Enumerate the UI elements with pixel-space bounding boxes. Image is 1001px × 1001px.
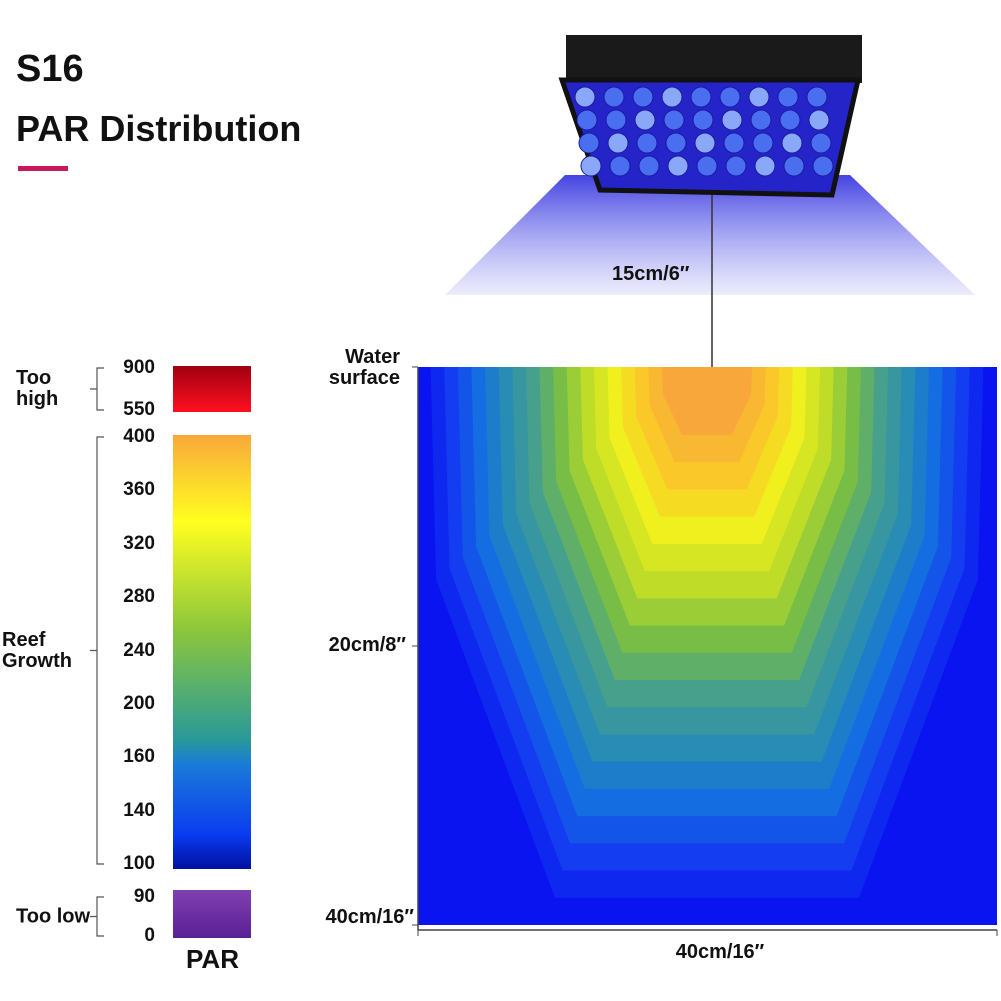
scale-tick-label: 550 [123, 399, 155, 421]
led [663, 109, 685, 131]
led [605, 109, 627, 131]
led [696, 155, 718, 177]
led [574, 86, 596, 108]
scale-tick-label: 160 [123, 746, 155, 768]
led [812, 155, 834, 177]
scale-tick-label: 360 [123, 479, 155, 501]
too-high-bar [173, 366, 251, 412]
scale-tick-label: 900 [123, 357, 155, 379]
scale-tick-label: 240 [123, 639, 155, 661]
led [580, 155, 602, 177]
led [603, 86, 625, 108]
led [783, 155, 805, 177]
scale-tick-label: 100 [123, 853, 155, 875]
scale-tick-label: 0 [144, 925, 155, 947]
led [607, 132, 629, 154]
led [723, 132, 745, 154]
led [576, 109, 598, 131]
led [748, 86, 770, 108]
depth-bottom-label: 40cm/16″ [325, 906, 414, 928]
scale-tick-label: 90 [133, 886, 155, 908]
scale-tick-label: 200 [123, 692, 155, 714]
led [632, 86, 654, 108]
led-array [574, 86, 834, 177]
led [806, 86, 828, 108]
led [719, 86, 741, 108]
scale-tick-label: 320 [123, 532, 155, 554]
led [634, 109, 656, 131]
led [752, 132, 774, 154]
light-height-label: 15cm/6″ [612, 263, 690, 285]
scale-brackets [90, 367, 104, 937]
width-label: 40cm/16″ [675, 941, 765, 963]
depth-mid-label: 20cm/8″ [328, 634, 406, 656]
scale-group-label: Too high [16, 367, 59, 410]
scale-tick-label: 400 [123, 426, 155, 448]
scale-unit: PAR [186, 944, 239, 974]
led [667, 155, 689, 177]
bracket [90, 896, 104, 937]
par-contours [418, 367, 997, 925]
scale-tick-label: 140 [123, 799, 155, 821]
led [636, 132, 658, 154]
title-underline [18, 166, 68, 171]
led [692, 109, 714, 131]
led [781, 132, 803, 154]
led [725, 155, 747, 177]
led [754, 155, 776, 177]
too-low-bar [173, 890, 251, 938]
led [638, 155, 660, 177]
led [808, 109, 830, 131]
fixture-heatsink [566, 35, 862, 83]
reef-bar [173, 435, 251, 869]
led [578, 132, 600, 154]
led [609, 155, 631, 177]
led [721, 109, 743, 131]
par-contour [662, 367, 752, 435]
bracket [90, 436, 104, 865]
led [661, 86, 683, 108]
led [690, 86, 712, 108]
led [777, 86, 799, 108]
led [779, 109, 801, 131]
led [665, 132, 687, 154]
scale-group-label: Too low [16, 905, 91, 927]
title: S16 [16, 48, 84, 90]
light-beam [445, 175, 975, 295]
scale-tick-label: 280 [123, 586, 155, 608]
led [810, 132, 832, 154]
subtitle: PAR Distribution [16, 108, 302, 149]
led [694, 132, 716, 154]
led [750, 109, 772, 131]
surface-label: Water surface [328, 346, 400, 389]
scale-group-label: Reef Growth [2, 628, 72, 672]
bracket [90, 367, 104, 411]
